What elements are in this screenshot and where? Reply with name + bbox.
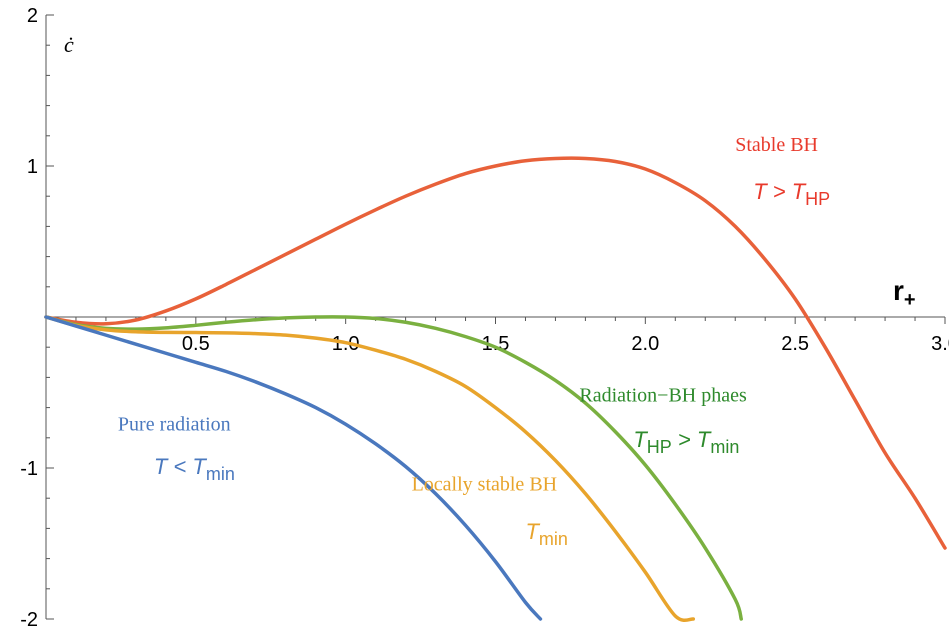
x-tick-label: 2.0	[631, 333, 659, 355]
annotation-part: Pure radiation	[118, 413, 231, 435]
annotation-part: T < T	[154, 454, 208, 479]
annotation-part: T	[633, 427, 648, 452]
annotation-subscript: min	[710, 437, 739, 457]
x-axis-label-sub: +	[904, 289, 916, 311]
y-tick-label: -1	[20, 458, 38, 480]
x-tick-label: 2.5	[781, 333, 809, 355]
series-line-0	[44, 156, 947, 550]
annotation-text: T < Tmin	[154, 454, 235, 484]
annotation-part: Radiation−BH phaes	[579, 385, 747, 407]
annotation-subscript: HP	[647, 437, 672, 457]
annotation-subscript: HP	[805, 189, 830, 209]
y-tick-label: 2	[27, 5, 38, 27]
annotation-text: Tmin	[525, 519, 567, 549]
annotation-text: Locally stable BH	[412, 474, 558, 496]
annotation-part: Locally stable BH	[412, 474, 558, 496]
y-axis-label: ċ	[64, 32, 74, 57]
series-layer	[44, 156, 947, 622]
y-tick-label: -2	[20, 609, 38, 631]
annotation-part: T > T	[753, 179, 807, 204]
annotation-subscript: min	[539, 529, 568, 549]
x-axis-label: r+	[893, 275, 916, 311]
series-line-3	[44, 315, 543, 621]
series-line-2	[44, 315, 696, 622]
annotation-part: > T	[672, 427, 712, 452]
annotation-text: T > THP	[753, 179, 830, 209]
x-tick-label: 3.0	[931, 333, 949, 355]
annotation-text: Pure radiation	[118, 413, 231, 435]
series-line-1	[44, 315, 743, 621]
y-tick-label: 1	[27, 156, 38, 178]
annotation-part: Stable BH	[735, 134, 818, 156]
annotation-text: Radiation−BH phaes	[579, 385, 747, 407]
x-tick-label: 0.5	[182, 333, 210, 355]
annotation-part: T	[525, 519, 540, 544]
annotation-subscript: min	[206, 464, 235, 484]
annotation-text: THP > Tmin	[633, 427, 739, 457]
axes: 0.51.01.52.02.53.021-1-2r+ċ	[20, 5, 949, 631]
annotation-text: Stable BH	[735, 134, 818, 156]
